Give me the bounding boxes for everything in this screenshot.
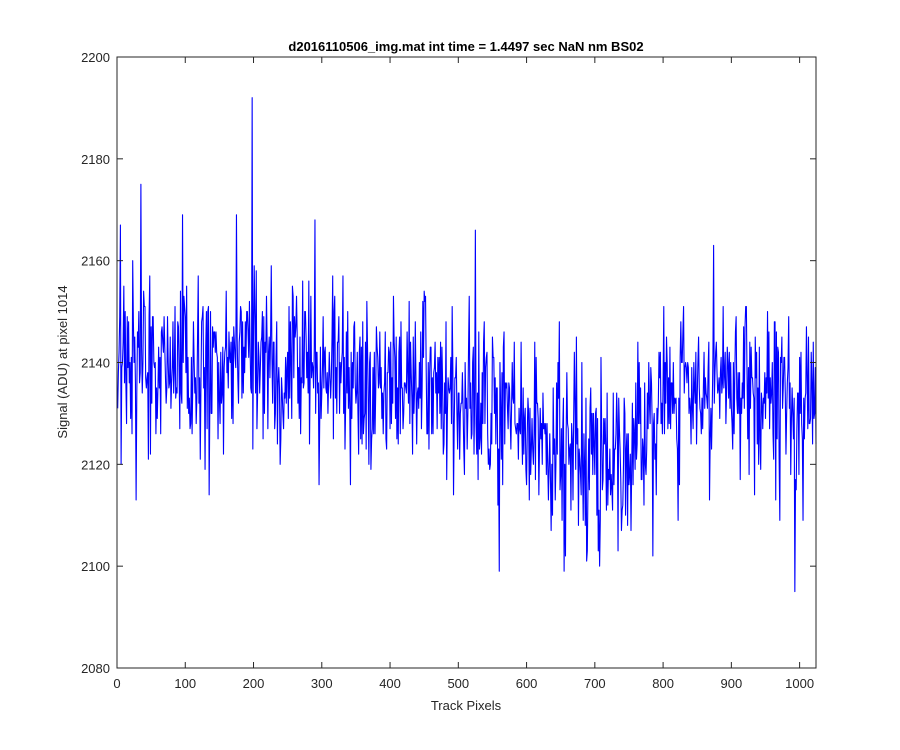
y-axis-label: Signal (ADU) at pixel 1014 (55, 285, 70, 438)
x-tick-label: 400 (379, 676, 401, 691)
signal-line (117, 97, 817, 593)
chart-title: d2016110506_img.mat int time = 1.4497 se… (288, 39, 643, 54)
x-tick-label: 0 (113, 676, 120, 691)
y-tick-label: 2140 (81, 356, 110, 371)
y-tick-label: 2080 (81, 661, 110, 676)
y-tick-label: 2100 (81, 559, 110, 574)
x-tick-label: 700 (584, 676, 606, 691)
x-axis-label: Track Pixels (431, 698, 502, 713)
y-tick-label: 2200 (81, 50, 110, 65)
x-axis: 0 100 200 300 400 500 600 700 800 900 1000 (113, 57, 814, 691)
x-tick-label: 300 (311, 676, 333, 691)
series-layer (117, 97, 817, 593)
y-axis: 2080 2100 2120 2140 2160 2180 2200 (81, 50, 816, 676)
x-tick-label: 100 (174, 676, 196, 691)
x-tick-label: 900 (721, 676, 743, 691)
y-tick-label: 2120 (81, 457, 110, 472)
x-tick-label: 500 (447, 676, 469, 691)
x-tick-label: 200 (243, 676, 265, 691)
x-tick-label: 1000 (785, 676, 814, 691)
y-tick-label: 2180 (81, 152, 110, 167)
x-tick-label: 800 (652, 676, 674, 691)
x-tick-label: 600 (516, 676, 538, 691)
plot-area (117, 57, 816, 668)
y-tick-label: 2160 (81, 254, 110, 269)
